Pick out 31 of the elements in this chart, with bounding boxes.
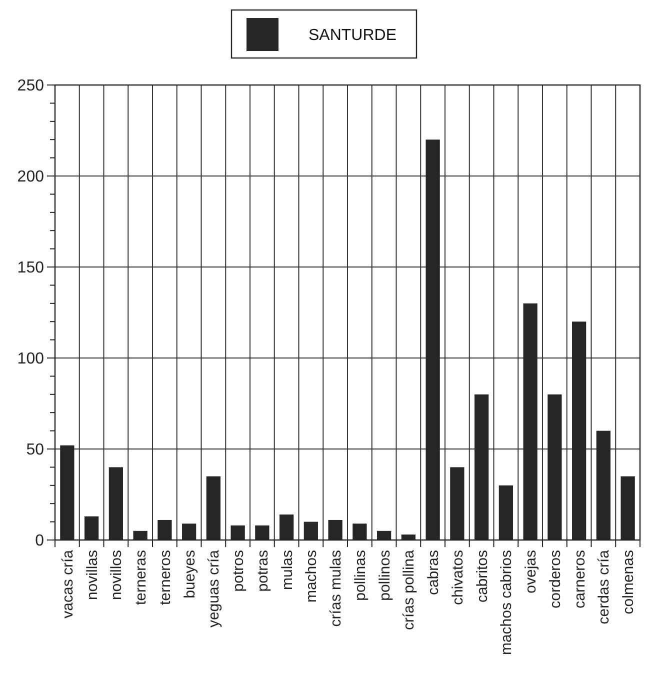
x-tick-label: bueyes (181, 550, 198, 598)
x-tick-label: corderos (546, 550, 564, 608)
x-tick-label: terneros (156, 550, 174, 606)
x-tick-label: cabras (425, 550, 442, 596)
x-tick-label: cabritos (474, 550, 491, 603)
x-tick-label: pollinas (352, 550, 369, 601)
x-tick-label: novillas (84, 550, 101, 600)
x-tick-label: colmenas (620, 550, 638, 614)
y-tick-label: 250 (17, 78, 44, 95)
x-tick-label: carneros (571, 550, 588, 608)
x-tick-label: novillos (108, 550, 126, 600)
y-tick-label: 200 (17, 168, 44, 186)
x-tick-label: terneras (132, 550, 150, 606)
x-tick-label: chivatos (449, 550, 466, 606)
x-tick-label: crías pollina (400, 549, 418, 630)
x-tick-label: vacas cría (59, 549, 76, 618)
x-tick-label: potras (254, 550, 272, 592)
legend-label: SANTURDE (308, 27, 397, 44)
y-tick-label: 150 (17, 260, 44, 277)
y-tick-label: 0 (35, 532, 44, 550)
x-tick-label: yeguas cría (206, 549, 223, 628)
x-tick-label: ovejas (522, 550, 540, 594)
x-tick-label: mulas (278, 550, 296, 590)
x-tick-label: crías mulas (328, 550, 345, 627)
y-tick-label: 100 (17, 350, 44, 368)
y-tick-label: 50 (26, 442, 44, 459)
x-tick-label: machos (303, 550, 320, 603)
x-tick-label: pollinos (376, 550, 394, 601)
x-tick-label: potros (230, 550, 248, 592)
x-tick-label: machos cabrios (498, 550, 516, 656)
x-tick-label: cerdas cría (596, 549, 613, 624)
